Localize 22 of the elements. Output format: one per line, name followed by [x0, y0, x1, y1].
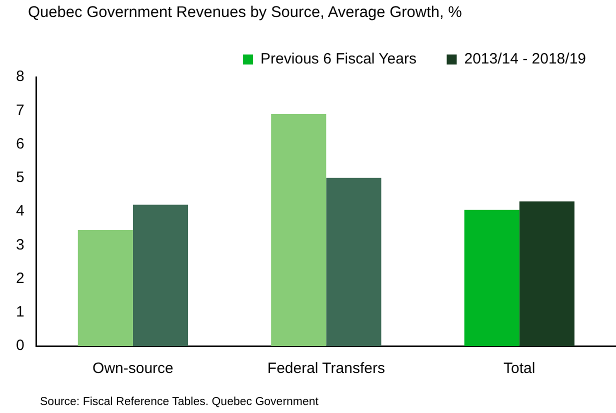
y-tick-label: 3 — [16, 236, 24, 254]
y-tick-label: 7 — [16, 102, 24, 119]
legend-label: 2013/14 - 2018/19 — [464, 50, 586, 68]
source-note: Source: Fiscal Reference Tables. Quebec Government — [40, 396, 318, 408]
x-tick-label: Own-source — [92, 360, 174, 378]
x-tick-label: Total — [504, 360, 536, 378]
y-tick-label: 0 — [16, 337, 24, 354]
y-tick-label: 4 — [16, 202, 24, 220]
bar — [519, 201, 574, 346]
y-tick-label: 5 — [16, 169, 24, 186]
y-tick-label: 1 — [16, 304, 24, 321]
bar — [464, 210, 520, 346]
y-tick-label: 2 — [16, 270, 24, 287]
legend-label: Previous 6 Fiscal Years — [260, 50, 416, 68]
bar — [132, 204, 188, 346]
y-tick-label: 6 — [16, 135, 24, 152]
chart-title: Quebec Government Revenues by Source, Average Growth, % — [28, 4, 462, 22]
x-tick-label: Federal Transfers — [267, 360, 385, 378]
bar — [326, 178, 382, 346]
bar — [78, 230, 133, 346]
bar — [271, 114, 326, 346]
y-tick-label: 8 — [16, 68, 24, 86]
